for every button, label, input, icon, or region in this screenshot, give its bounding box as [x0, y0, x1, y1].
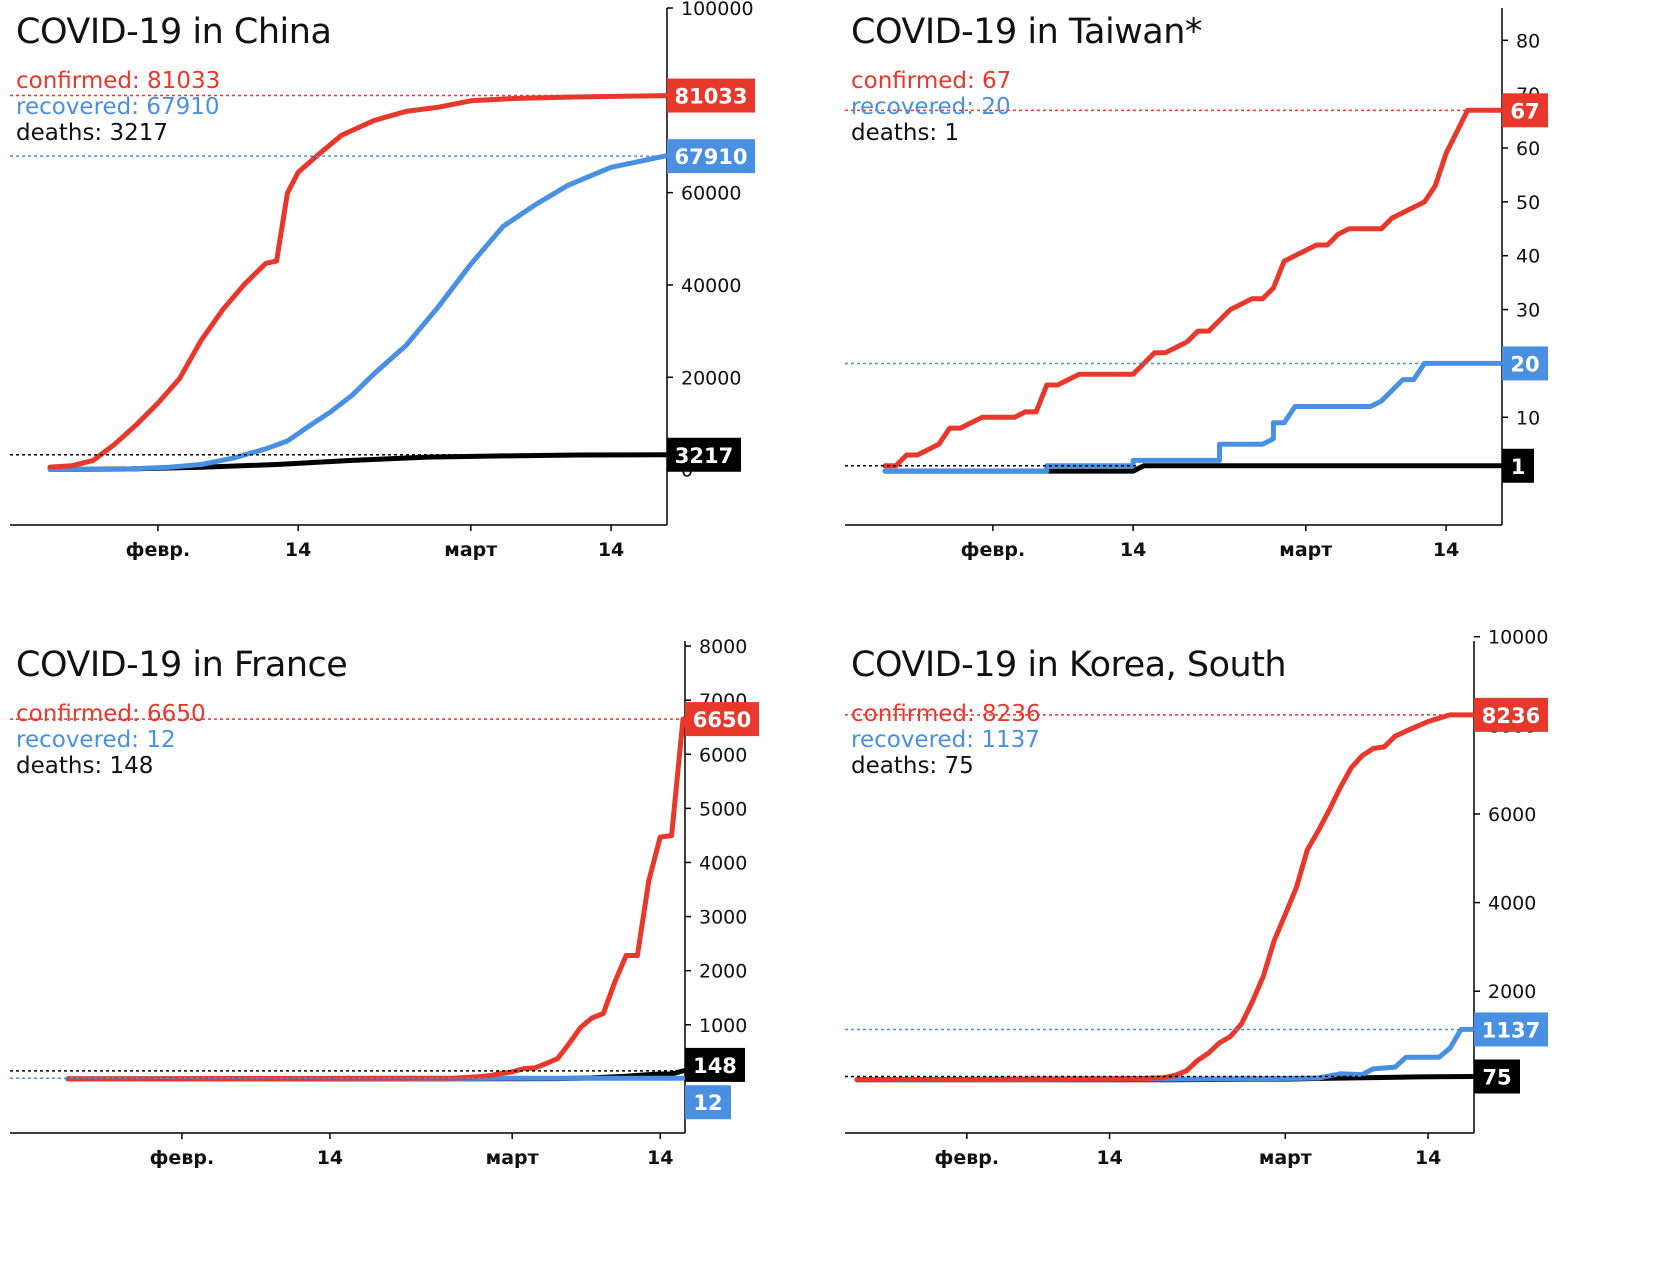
confirmed-end-badge — [685, 702, 759, 737]
deaths-end-value: 148 — [693, 1054, 737, 1078]
recovered-stat: recovered: 12 — [16, 727, 176, 753]
x-tick-label: 14 — [1120, 539, 1146, 561]
y-tick-label: 1000 — [699, 1015, 747, 1037]
x-tick-label: март — [444, 539, 497, 561]
chart-title: COVID-19 in China — [16, 12, 332, 52]
y-tick-label: 30 — [1516, 300, 1540, 322]
recovered-series-line — [882, 360, 1503, 474]
confirmed-series-line — [882, 107, 1503, 469]
confirmed-series-line — [47, 93, 668, 470]
y-tick-label: 40 — [1516, 246, 1540, 268]
y-tick-label: 80 — [1516, 30, 1540, 52]
y-tick-label: 2000 — [1488, 981, 1536, 1003]
x-tick-label: 14 — [598, 539, 624, 561]
recovered-stat: recovered: 1137 — [851, 727, 1040, 753]
confirmed-end-badge — [1502, 93, 1548, 128]
chart-svg: 200040006000800010000февр.14март14751137… — [845, 627, 1548, 1169]
chart-panel-china: 0200004000060000100000февр.14март1432176… — [0, 0, 835, 633]
deaths-end-badge — [667, 437, 741, 472]
y-tick-label: 20000 — [681, 367, 741, 389]
chart-panel-france: 1000 2000 3000 4000 5000 6000 7000 8000 февр. 14 м… — [0, 633, 835, 1266]
x-tick-label: март — [1279, 539, 1332, 561]
chart-title: COVID-19 in Taiwan* — [851, 12, 1202, 52]
recovered-stat: recovered: 20 — [851, 94, 1011, 120]
y-tick-label: 40000 — [681, 275, 741, 297]
recovered-end-badge — [685, 1085, 731, 1120]
confirmed-end-value: 81033 — [674, 85, 747, 109]
recovered-end-badge — [667, 139, 755, 174]
chart-stats: confirmed: 8236 recovered: 1137 deaths: … — [851, 701, 1041, 779]
recovered-end-value: 20 — [1510, 352, 1539, 376]
recovered-end-badge — [1502, 346, 1548, 381]
y-tick-label: 10000 — [1488, 627, 1548, 649]
chart-stats: confirmed: 67 recovered: 20 deaths: 1 — [851, 68, 1011, 146]
deaths-end-badge — [1474, 1059, 1520, 1094]
recovered-end-value: 67910 — [674, 145, 747, 169]
confirmed-stat: confirmed: 8236 — [851, 701, 1041, 727]
recovered-stat: recovered: 67910 — [16, 94, 220, 120]
confirmed-end-badge — [1474, 697, 1548, 732]
chart-panel-korea-south: 200040006000800010000февр.14март14751137… — [835, 627, 1670, 1266]
y-tick-label: 4000 — [699, 852, 747, 874]
confirmed-series-line — [65, 716, 686, 1082]
deaths-stat: deaths: 75 — [851, 753, 974, 779]
chart-title: COVID-19 in France — [16, 645, 348, 685]
y-tick-label: 60000 — [681, 183, 741, 205]
y-tick-label: 100000 — [681, 0, 754, 20]
confirmed-stat: confirmed: 81033 — [16, 68, 221, 94]
y-tick-label: 10 — [1516, 407, 1540, 429]
y-tick-label: 50 — [1516, 192, 1540, 214]
y-tick-label: 8000 — [699, 636, 747, 658]
x-tick-label: февр. — [935, 1147, 1000, 1169]
confirmed-end-badge — [667, 78, 755, 113]
x-tick-label: февр. — [150, 1147, 215, 1169]
confirmed-series-line — [854, 712, 1475, 1083]
deaths-stat: deaths: 1 — [851, 120, 960, 146]
deaths-end-value: 3217 — [675, 444, 733, 468]
y-tick-label: 6000 — [699, 744, 747, 766]
x-tick-label: 14 — [285, 539, 311, 561]
x-tick-label: 14 — [1433, 539, 1459, 561]
x-tick-label: 14 — [647, 1147, 673, 1169]
recovered-end-value: 1137 — [1482, 1018, 1540, 1042]
chart-svg: 0200004000060000100000февр.14март1432176… — [10, 0, 755, 561]
deaths-end-value: 75 — [1482, 1066, 1511, 1090]
x-tick-label: февр. — [126, 539, 191, 561]
recovered-end-badge — [1474, 1012, 1548, 1047]
x-tick-label: март — [1259, 1147, 1312, 1169]
y-tick-label: 60 — [1516, 138, 1540, 160]
deaths-stat: deaths: 3217 — [16, 120, 169, 146]
confirmed-stat: confirmed: 6650 — [16, 701, 206, 727]
deaths-stat: deaths: 148 — [16, 753, 154, 779]
recovered-series-line — [854, 1026, 1475, 1083]
deaths-end-badge — [1502, 448, 1534, 483]
chart-stats: confirmed: 81033 recovered: 67910 deaths… — [16, 68, 220, 146]
confirmed-end-value: 6650 — [693, 708, 751, 732]
confirmed-stat: confirmed: 67 — [851, 68, 1012, 94]
chart-title: COVID-19 in Korea, South — [851, 645, 1287, 685]
y-tick-label: 3000 — [699, 907, 747, 929]
x-tick-label: февр. — [961, 539, 1026, 561]
confirmed-end-value: 67 — [1510, 99, 1539, 123]
y-tick-label: 2000 — [699, 961, 747, 983]
y-tick-label: 6000 — [1488, 804, 1536, 826]
deaths-end-value: 1 — [1511, 455, 1526, 479]
y-tick-label: 5000 — [699, 798, 747, 820]
confirmed-end-value: 8236 — [1482, 704, 1540, 728]
recovered-series-line — [47, 153, 668, 472]
y-tick-label: 4000 — [1488, 893, 1536, 915]
x-tick-label: март — [486, 1147, 539, 1169]
recovered-end-value: 12 — [693, 1091, 722, 1115]
x-tick-label: 14 — [1415, 1147, 1441, 1169]
x-tick-label: 14 — [1096, 1147, 1122, 1169]
deaths-end-badge — [685, 1047, 745, 1082]
x-tick-label: 14 — [317, 1147, 343, 1169]
chart-stats: confirmed: 6650 recovered: 12 deaths: 14… — [16, 701, 206, 779]
